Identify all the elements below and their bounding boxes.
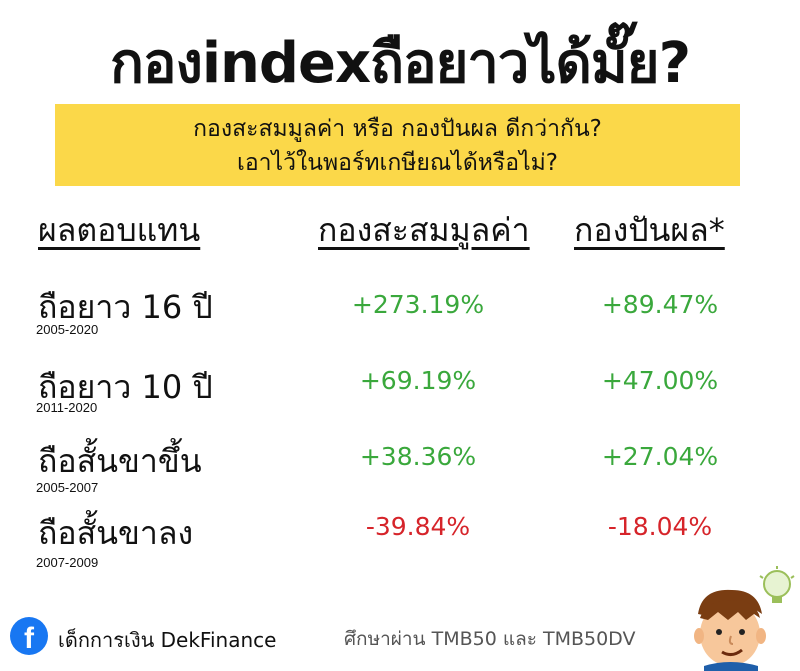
value-dividend-bear: -18.04% (607, 512, 713, 541)
source-note: ศึกษาผ่าน TMB50 และ TMB50DV (344, 628, 636, 650)
banner-line-2: เอาไว้ในพอร์ทเกษียณได้หรือไม่? (236, 150, 559, 176)
row-years-short-bear: 2007-2009 (36, 555, 99, 570)
value-dividend-16y: +89.47% (601, 290, 719, 319)
mascot-idea-icon (694, 566, 795, 671)
header-dividend-fund: กองปันผล* (574, 211, 725, 249)
row-label-short-bear: ถือสั้นขาลง (38, 514, 194, 552)
value-accumulation-bear: -39.84% (365, 512, 471, 541)
page-title: กองindexถือยาวได้มั๊ย? (109, 31, 691, 96)
value-accumulation-16y: +273.19% (351, 290, 485, 319)
row-label-short-bull: ถือสั้นขาขึ้น (38, 442, 202, 480)
row-years-hold-16y: 2005-2020 (36, 322, 99, 337)
header-accumulation-fund: กองสะสมมูลค่า (318, 211, 530, 249)
value-accumulation-10y: +69.19% (359, 366, 477, 395)
row-label-hold-16y: ถือยาว 16 ปี (38, 288, 213, 326)
brand-name: เด็กการเงิน DekFinance (58, 628, 277, 652)
subtitle-banner: กองสะสมมูลค่า หรือ กองปันผล ดีกว่ากัน? เ… (55, 104, 740, 186)
header-returns: ผลตอบแทน (38, 211, 201, 249)
value-dividend-10y: +47.00% (601, 366, 719, 395)
row-years-short-bull: 2005-2007 (36, 480, 99, 495)
value-accumulation-bull: +38.36% (359, 442, 477, 471)
row-years-hold-10y: 2011-2020 (36, 400, 98, 415)
row-label-hold-10y: ถือยาว 10 ปี (38, 368, 213, 406)
value-dividend-bull: +27.04% (601, 442, 719, 471)
banner-line-1: กองสะสมมูลค่า หรือ กองปันผล ดีกว่ากัน? (193, 116, 602, 142)
facebook-icon[interactable]: f (10, 617, 48, 655)
